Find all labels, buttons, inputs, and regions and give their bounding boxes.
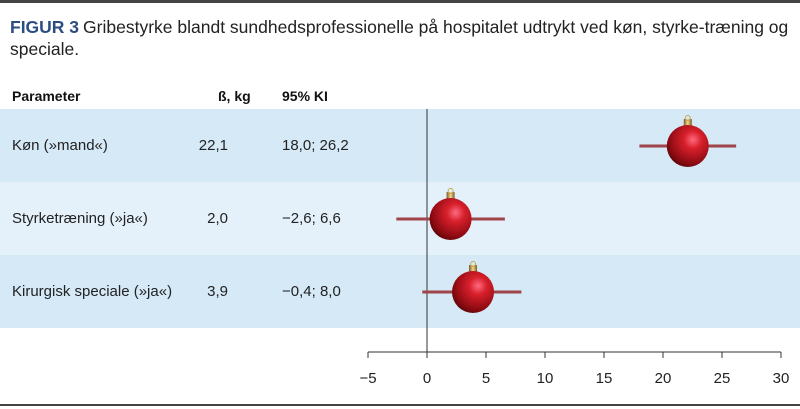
ornament-cap — [469, 265, 478, 272]
cell-parameter: Kirurgisk speciale (»ja«) — [12, 283, 173, 300]
ornament-cap — [683, 119, 692, 126]
cell-ci-text: −0,4; 8,0 — [282, 283, 341, 300]
ornament-hook — [470, 261, 477, 267]
estimate-marker-ornament — [452, 271, 495, 313]
caption-label: FIGUR 3 — [10, 17, 80, 37]
x-tick-label: 15 — [596, 370, 613, 387]
cell-ci-text: 18,0; 26,2 — [282, 137, 349, 154]
bottom-rule — [0, 404, 800, 406]
figure-caption: FIGUR 3 Gribestyrke blandt sundhedsprofes… — [10, 16, 790, 60]
cell-parameter: Styrketræning (»ja«) — [12, 210, 148, 227]
estimate-marker-ornament — [666, 125, 709, 167]
cell-beta: 3,9 — [207, 283, 228, 300]
header-beta: ß, kg — [218, 88, 251, 104]
cell-beta: 22,1 — [198, 137, 228, 154]
cell-beta: 2,0 — [207, 210, 228, 227]
ornament-hook — [447, 188, 454, 194]
caption-text: Gribestyrke blandt sundhedsprofessionell… — [10, 17, 789, 59]
x-tick-label: 20 — [655, 370, 672, 387]
x-tick-label: −5 — [359, 370, 376, 387]
header-parameter: Parameter — [12, 88, 81, 104]
x-tick-label: 30 — [773, 370, 790, 387]
estimate-marker-ornament — [429, 198, 472, 240]
x-tick-label: 10 — [537, 370, 554, 387]
x-tick-label: 25 — [714, 370, 731, 387]
cell-ci-text: −2,6; 6,6 — [282, 210, 341, 227]
x-tick-label: 5 — [482, 370, 490, 387]
ornament-cap — [446, 192, 455, 199]
top-rule — [0, 0, 800, 3]
x-tick-label: 0 — [423, 370, 431, 387]
header-ci: 95% KI — [282, 88, 328, 104]
cell-parameter: Køn (»mand«) — [12, 137, 108, 154]
table-row: Kirurgisk speciale (»ja«) 3,9 −0,4; 8,0 — [0, 255, 800, 328]
ornament-hook — [684, 115, 691, 121]
